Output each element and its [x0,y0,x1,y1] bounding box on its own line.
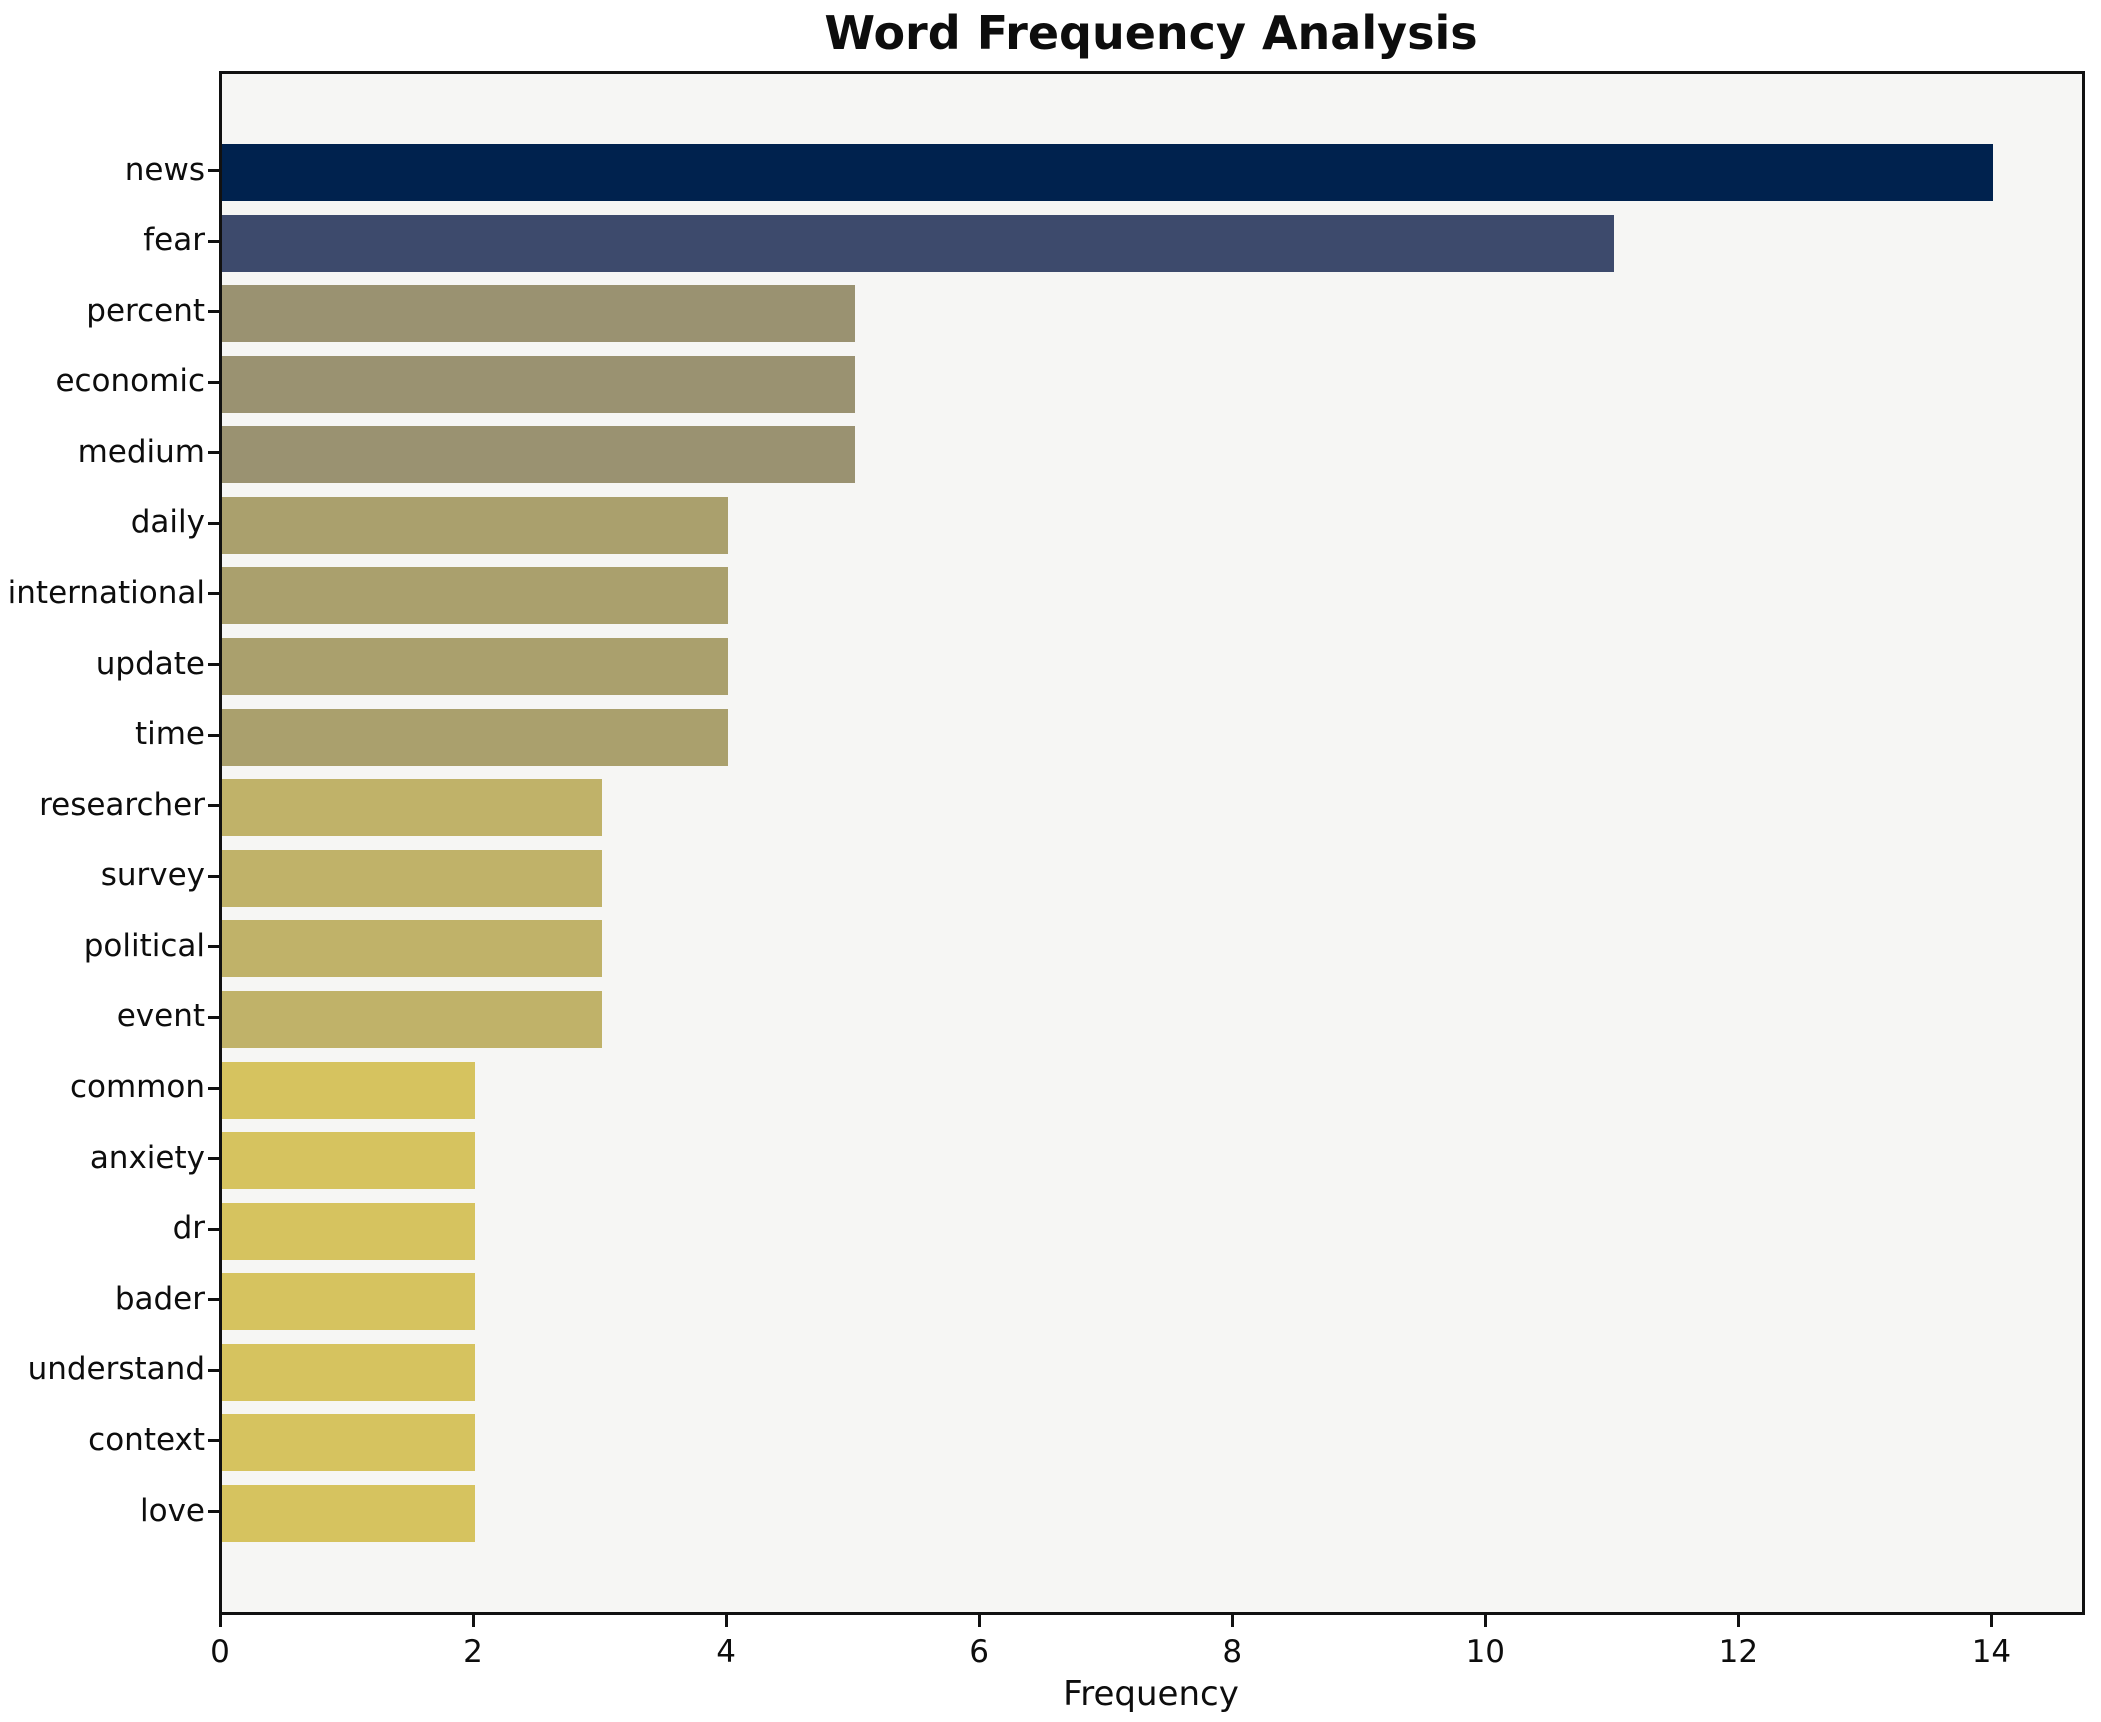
bar-anxiety [222,1132,476,1190]
x-tick-label-0: 0 [210,1634,230,1670]
bar-percent [222,285,855,343]
y-tick-label-international: international [7,574,205,611]
bar-event [222,990,602,1048]
y-tick-mark [208,874,220,878]
y-tick-mark [208,380,220,384]
y-tick-label-common: common [69,1069,205,1106]
y-tick-mark [208,239,220,243]
x-tick-label-4: 4 [716,1634,736,1670]
y-tick-label-economic: economic [55,363,205,400]
y-tick-label-bader: bader [114,1280,205,1317]
x-tick-mark [1989,1614,1993,1627]
y-tick-label-fear: fear [143,222,205,259]
y-tick-label-time: time [134,716,205,753]
bar-economic [222,355,855,413]
bar-love [222,1485,476,1542]
x-tick-mark [724,1614,728,1627]
x-tick-label-2: 2 [463,1634,483,1670]
y-tick-mark [208,945,220,949]
y-tick-label-love: love [140,1492,205,1529]
y-tick-mark [208,663,220,667]
x-tick-label-6: 6 [969,1634,990,1670]
x-tick-mark [1230,1614,1234,1627]
y-tick-label-event: event [116,998,205,1035]
x-tick-mark [1736,1614,1740,1627]
bar-fear [222,214,1614,272]
y-tick-mark [208,521,220,525]
y-tick-label-anxiety: anxiety [89,1139,205,1176]
bar-daily [222,496,729,554]
y-tick-label-survey: survey [100,857,205,894]
x-tick-label-14: 14 [1971,1634,2012,1670]
bar-survey [222,849,602,907]
y-tick-mark [208,592,220,596]
bar-news [222,144,1994,201]
bar-dr [222,1202,476,1260]
y-tick-mark [208,451,220,455]
y-tick-label-understand: understand [27,1351,205,1388]
y-tick-mark [208,733,220,737]
y-tick-mark [208,1157,220,1161]
y-tick-label-political: political [83,927,205,964]
bar-researcher [222,779,602,837]
x-tick-mark [218,1614,222,1627]
y-tick-label-daily: daily [130,504,205,541]
bar-international [222,567,729,625]
x-tick-label-8: 8 [1222,1634,1243,1670]
bar-bader [222,1273,476,1331]
y-tick-label-researcher: researcher [39,786,205,823]
y-tick-label-context: context [88,1421,205,1458]
x-tick-mark [977,1614,981,1627]
y-tick-label-percent: percent [86,292,205,329]
y-tick-mark [208,310,220,314]
x-axis-label: Frequency [1063,1674,1239,1714]
y-tick-mark [208,1298,220,1302]
y-tick-label-news: news [124,151,205,188]
bar-context [222,1414,476,1472]
y-tick-mark [208,1015,220,1019]
y-tick-mark [208,1368,220,1372]
y-tick-mark [208,1510,220,1513]
y-tick-mark [208,1439,220,1443]
y-tick-mark [208,1227,220,1231]
x-tick-mark [1483,1614,1487,1627]
y-tick-mark [208,1086,220,1090]
x-tick-label-10: 10 [1465,1634,1506,1670]
y-tick-label-update: update [95,645,205,682]
bar-time [222,708,729,766]
x-tick-label-12: 12 [1718,1634,1759,1670]
chart-title: Word Frequency Analysis [824,6,1478,60]
x-tick-mark [471,1614,475,1627]
bar-understand [222,1343,476,1401]
bar-medium [222,426,855,484]
y-tick-label-medium: medium [77,433,205,470]
y-tick-mark [208,804,220,808]
y-tick-mark [208,169,220,172]
plot-area [219,71,2085,1615]
bar-common [222,1061,476,1119]
y-tick-label-dr: dr [172,1210,205,1247]
bar-political [222,920,602,978]
bar-update [222,638,729,696]
